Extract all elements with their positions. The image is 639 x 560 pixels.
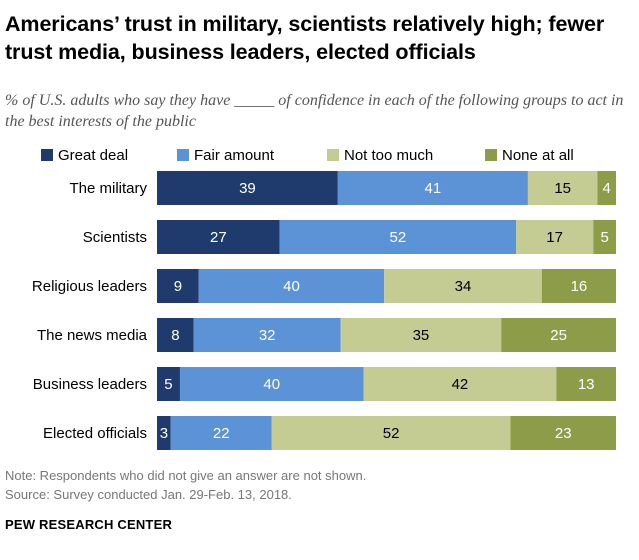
bar-segment — [363, 367, 557, 401]
bar-segment — [157, 416, 171, 450]
legend-label: Great deal — [58, 147, 128, 164]
data-label: 40 — [283, 278, 300, 295]
data-label: 5 — [164, 376, 172, 393]
bar-segment — [179, 367, 364, 401]
legend-swatch — [327, 149, 339, 161]
bar-segment — [593, 220, 616, 254]
category-label: Scientists — [83, 229, 147, 246]
bar-segment — [193, 318, 341, 352]
data-label: 34 — [455, 278, 472, 295]
bar-segment — [157, 318, 194, 352]
bar-segment — [337, 171, 528, 205]
data-label: 27 — [210, 229, 227, 246]
data-label: 41 — [425, 180, 442, 197]
data-label: 16 — [571, 278, 588, 295]
bar-segment — [541, 269, 616, 303]
data-label: 52 — [390, 229, 407, 246]
data-label: 52 — [383, 425, 400, 442]
data-label: 39 — [239, 180, 256, 197]
bar-segment — [170, 416, 272, 450]
data-label: 13 — [578, 376, 595, 393]
data-label: 17 — [546, 229, 563, 246]
bar-segment — [157, 171, 338, 205]
bar-segment — [556, 367, 616, 401]
bar-segment — [340, 318, 502, 352]
brand-label: PEW RESEARCH CENTER — [5, 517, 173, 532]
source-text: Source: Survey conducted Jan. 29-Feb. 13… — [5, 487, 292, 502]
bar-segment — [527, 171, 598, 205]
bar-segment — [157, 220, 280, 254]
category-label: Elected officials — [43, 425, 147, 442]
legend-swatch — [177, 149, 189, 161]
chart-title: Americans’ trust in military, scientists… — [5, 12, 605, 64]
data-label: 4 — [603, 180, 611, 197]
data-label: 15 — [554, 180, 571, 197]
category-label: The military — [69, 180, 147, 197]
bar-segment — [384, 269, 542, 303]
legend-label: None at all — [502, 147, 574, 164]
data-label: 5 — [600, 229, 608, 246]
legend-swatch — [485, 149, 497, 161]
legend-swatch — [41, 149, 53, 161]
data-label: 42 — [452, 376, 469, 393]
note-text: Note: Respondents who did not give an an… — [5, 468, 367, 483]
data-label: 23 — [555, 425, 572, 442]
data-label: 3 — [160, 425, 168, 442]
bar-segment — [516, 220, 594, 254]
data-label: 32 — [259, 327, 276, 344]
bar-segment — [198, 269, 385, 303]
chart-subtitle: % of U.S. adults who say they have _____… — [5, 92, 624, 130]
category-label: Business leaders — [33, 376, 147, 393]
data-label: 25 — [550, 327, 567, 344]
data-label: 40 — [263, 376, 280, 393]
bar-segment — [271, 416, 511, 450]
data-label: 8 — [171, 327, 179, 344]
data-label: 9 — [174, 278, 182, 295]
stacked-bar-chart: Great deal Fair amount Not too much None at… — [32, 147, 616, 450]
legend-label: Not too much — [344, 147, 433, 164]
bar-segment — [501, 318, 616, 352]
category-label: Religious leaders — [32, 278, 147, 295]
legend-label: Fair amount — [194, 147, 275, 164]
bar-segment — [510, 416, 616, 450]
data-label: 22 — [213, 425, 230, 442]
bar-segment — [157, 367, 180, 401]
data-label: 35 — [413, 327, 430, 344]
chart-notes: Note: Respondents who did not give an an… — [5, 466, 635, 504]
bar-segment — [597, 171, 616, 205]
category-label: The news media — [37, 327, 148, 344]
bar-segment — [279, 220, 517, 254]
bar-segment — [157, 269, 199, 303]
